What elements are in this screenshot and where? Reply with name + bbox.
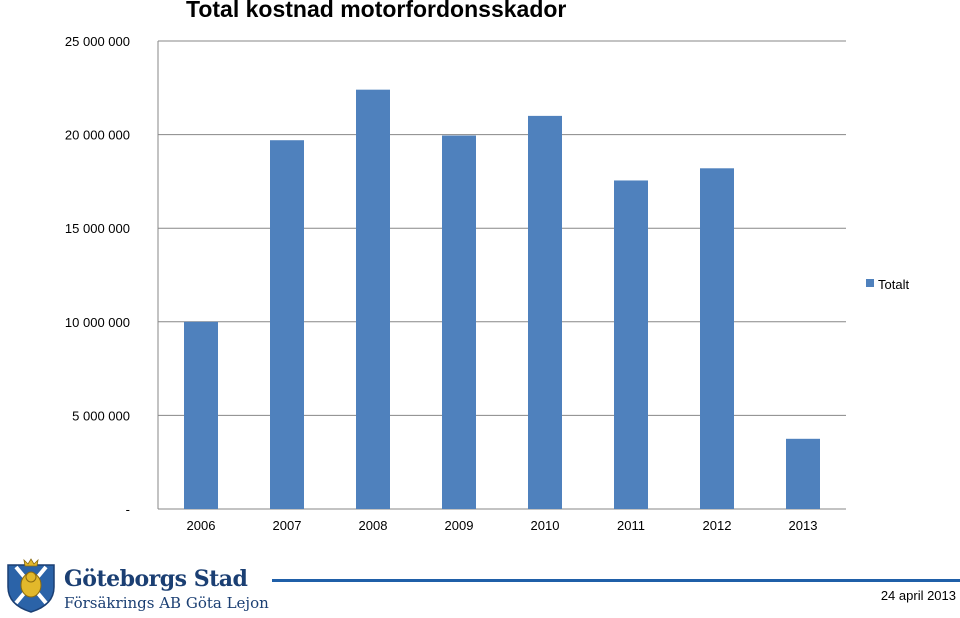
x-tick-label: 2007 xyxy=(273,518,302,533)
bar-2012 xyxy=(700,168,734,509)
footer-divider xyxy=(272,579,960,582)
y-tick-label: 20 000 000 xyxy=(65,128,130,143)
x-tick-label: 2013 xyxy=(789,518,818,533)
y-tick-label: 5 000 000 xyxy=(72,408,130,423)
legend-swatch xyxy=(866,279,874,287)
bar-2013 xyxy=(786,438,820,509)
bar-2008 xyxy=(356,89,390,509)
bars xyxy=(184,89,820,510)
x-tick-label: 2010 xyxy=(531,518,560,533)
bar-2006 xyxy=(184,321,218,509)
goteborg-coat-of-arms-icon xyxy=(2,557,60,618)
y-tick-label: 25 000 000 xyxy=(65,34,130,49)
x-tick-label: 2008 xyxy=(359,518,388,533)
y-tick-label: 15 000 000 xyxy=(65,221,130,236)
y-tick-label: 10 000 000 xyxy=(65,315,130,330)
footer-date: 24 april 2013 xyxy=(880,588,956,603)
y-axis-ticks: - 5 000 000 10 000 000 15 000 000 20 000 000… xyxy=(65,34,130,517)
bar-2010 xyxy=(528,115,562,509)
legend: Totalt xyxy=(866,277,909,292)
x-tick-label: 2011 xyxy=(617,518,645,533)
bar-2011 xyxy=(614,180,648,510)
chart-title: Total kostnad motorfordonsskador xyxy=(186,0,567,22)
brand-subtitle: Försäkrings AB Göta Lejon xyxy=(64,594,269,612)
x-axis-ticks: 2006 2007 2008 2009 2010 2011 2012 2013 xyxy=(187,518,818,533)
legend-label-totalt: Totalt xyxy=(878,277,909,292)
bar-chart: - 5 000 000 10 000 000 15 000 000 20 000 000… xyxy=(65,34,910,533)
bar-2007 xyxy=(270,140,304,509)
bar-2009 xyxy=(442,135,476,509)
x-tick-label: 2006 xyxy=(187,518,216,533)
y-tick-label: - xyxy=(126,502,130,517)
x-tick-label: 2009 xyxy=(445,518,474,533)
gridlines xyxy=(157,40,846,510)
brand-name: Göteborgs Stad xyxy=(64,566,248,592)
x-tick-label: 2012 xyxy=(703,518,732,533)
